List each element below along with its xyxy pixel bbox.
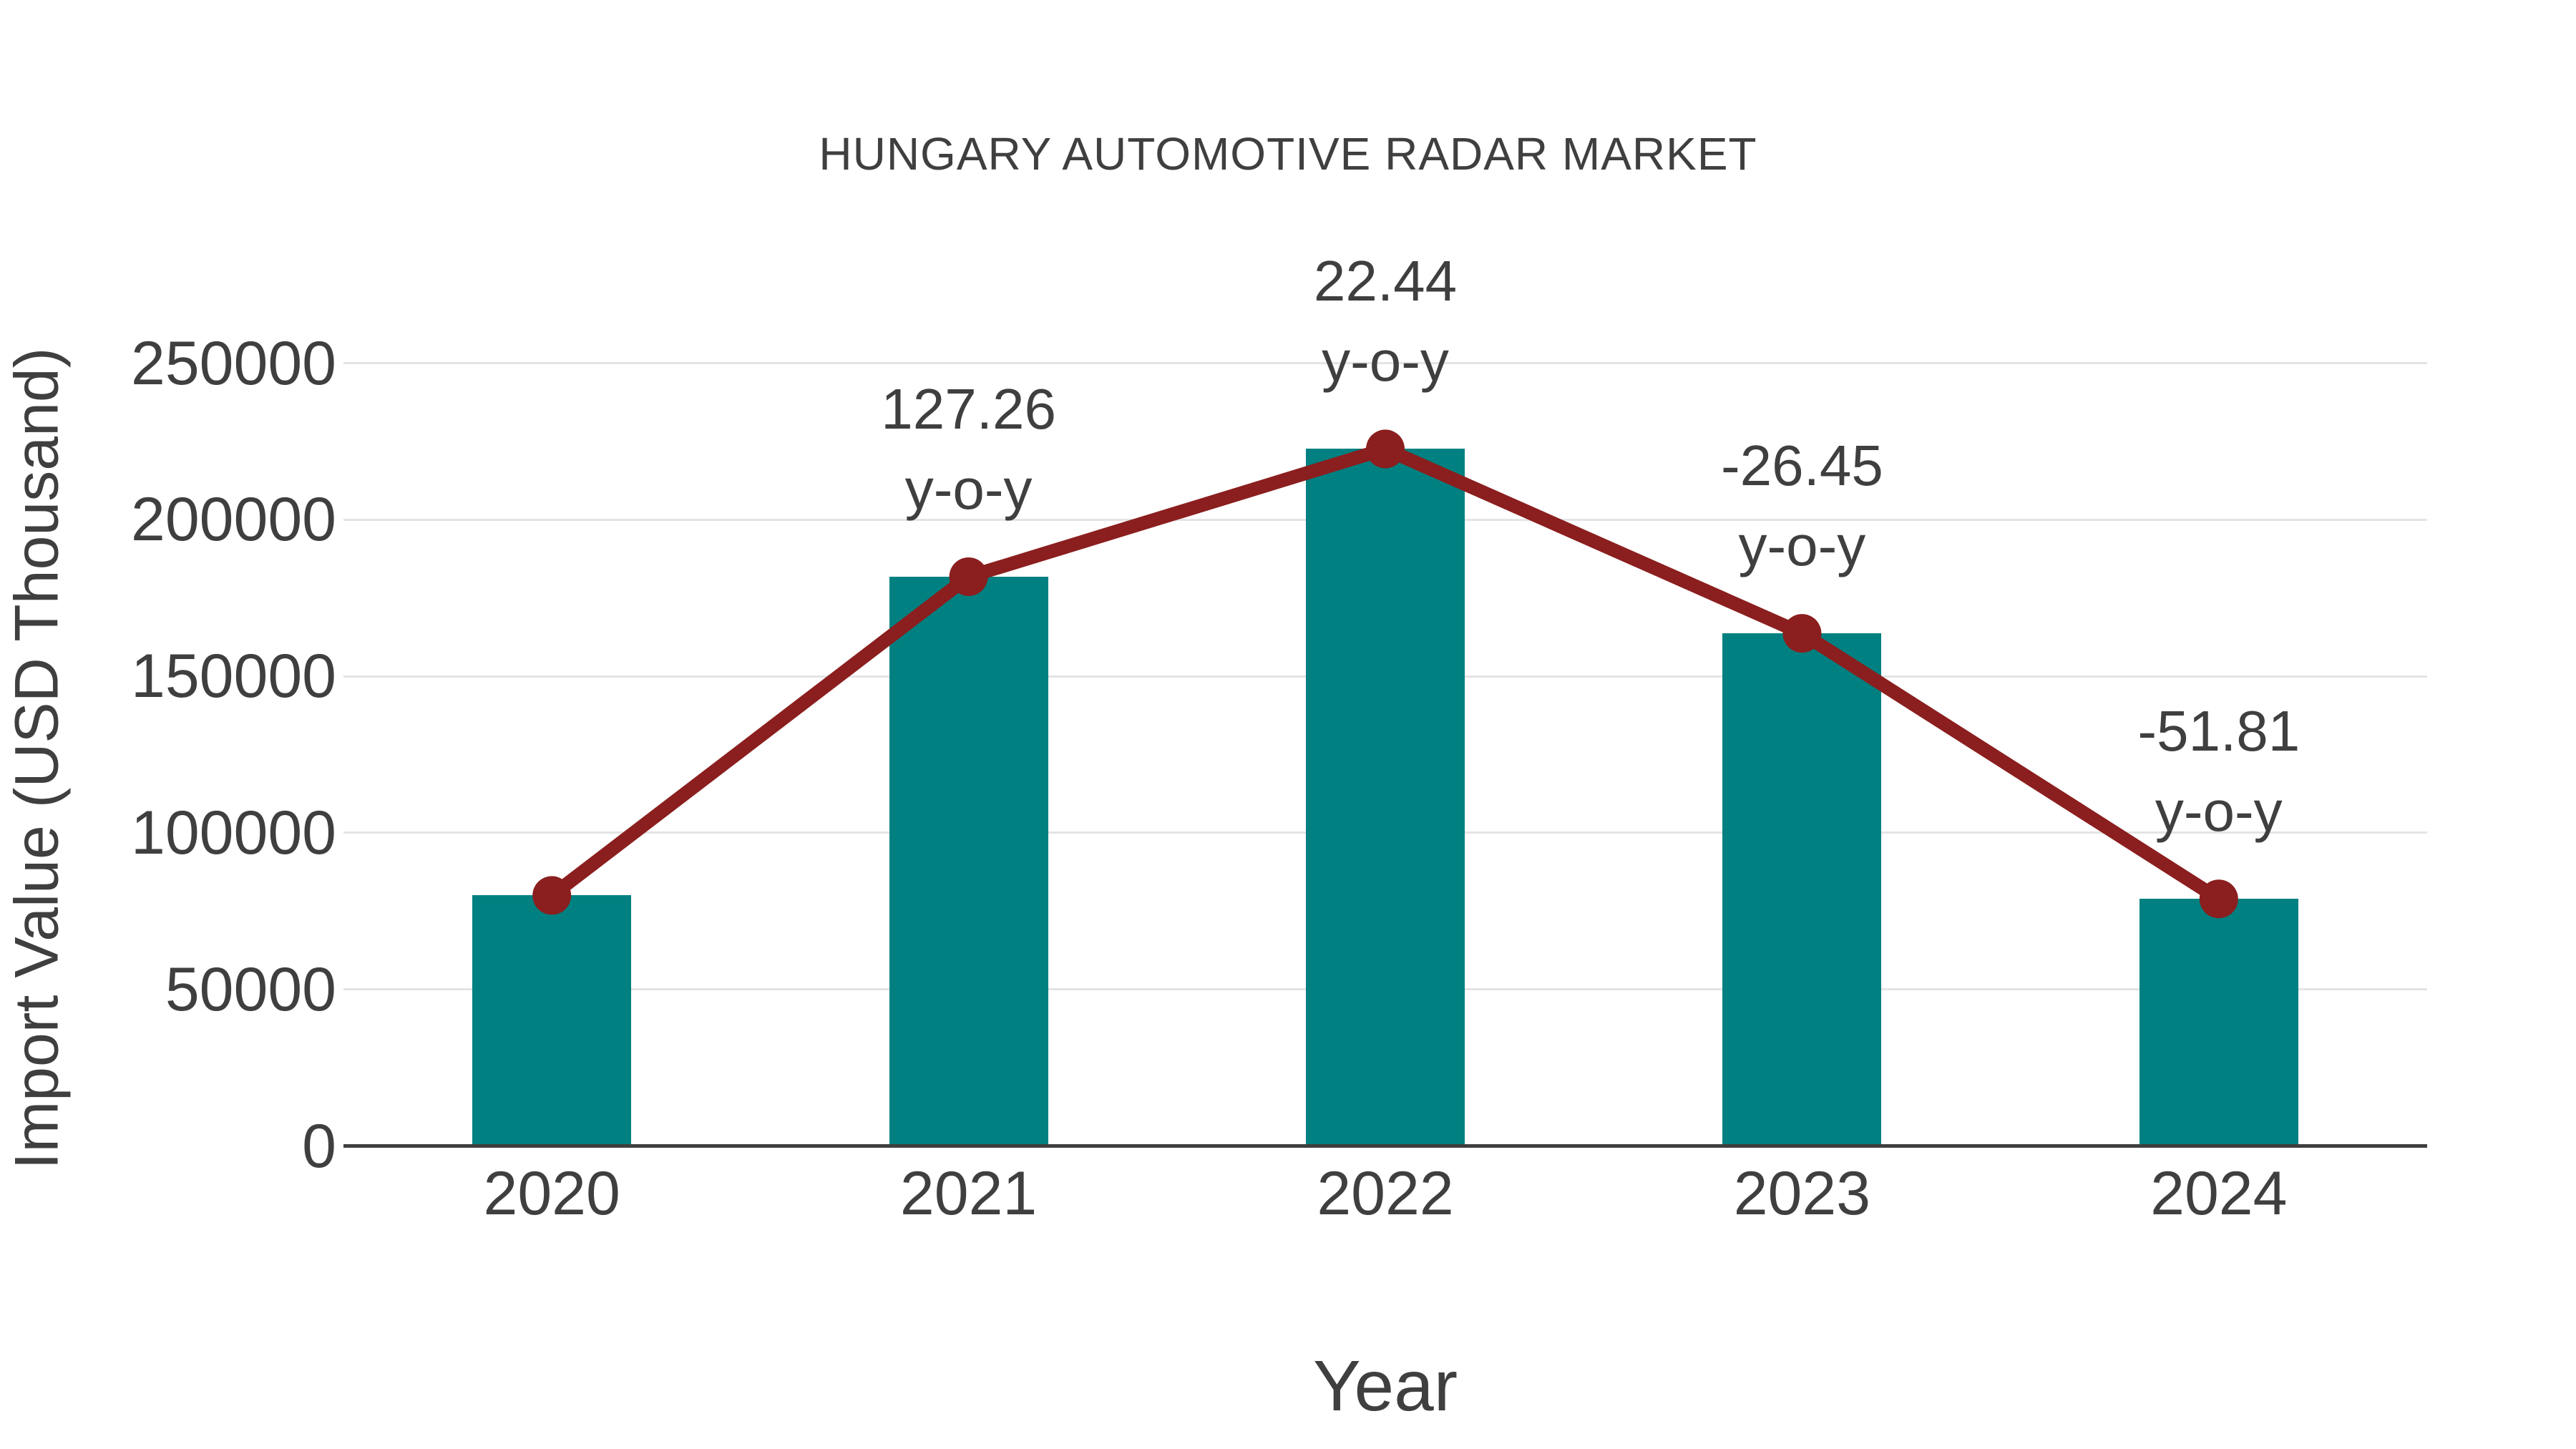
yoy-annotation-suffix: y-o-y xyxy=(2155,779,2283,844)
y-tick-label: 100000 xyxy=(131,798,336,867)
yoy-annotation: -26.45 y-o-y xyxy=(1580,426,2024,586)
bar xyxy=(2139,899,2298,1146)
bar xyxy=(889,576,1048,1146)
yoy-annotation-suffix: y-o-y xyxy=(1322,329,1449,394)
data-point-marker xyxy=(1782,614,1822,653)
data-point-marker xyxy=(532,876,572,915)
y-tick-label: 0 xyxy=(302,1111,336,1181)
y-tick-label: 250000 xyxy=(131,328,336,398)
yoy-annotation-suffix: y-o-y xyxy=(904,457,1033,521)
yoy-annotation-value: -51.81 xyxy=(2137,699,2301,763)
bar xyxy=(1722,633,1882,1146)
data-point-marker xyxy=(1366,429,1405,469)
yoy-annotation: 127.26 y-o-y xyxy=(747,369,1191,530)
data-point-marker xyxy=(2199,879,2238,919)
bar xyxy=(472,895,632,1146)
yoy-annotation: 22.44 y-o-y xyxy=(1163,241,1607,401)
data-point-marker xyxy=(949,557,988,596)
yoy-annotation-suffix: y-o-y xyxy=(1738,514,1866,578)
yoy-annotation: -51.81 y-o-y xyxy=(1997,691,2441,852)
y-tick-label: 150000 xyxy=(131,642,336,711)
x-tick-label: 2023 xyxy=(1733,1159,1871,1228)
y-tick-label: 200000 xyxy=(131,485,336,555)
x-axis-line xyxy=(343,1144,2427,1148)
x-axis-title: Year xyxy=(1312,1346,1458,1426)
yoy-annotation-value: 22.44 xyxy=(1313,249,1458,313)
x-tick-label: 2024 xyxy=(2150,1159,2288,1228)
y-tick-label: 50000 xyxy=(165,955,336,1024)
x-tick-label: 2022 xyxy=(1317,1159,1454,1228)
yoy-annotation-value: 127.26 xyxy=(881,376,1056,441)
yoy-annotation-value: -26.45 xyxy=(1720,434,1883,498)
gridline xyxy=(343,362,2427,364)
x-tick-label: 2021 xyxy=(899,1159,1038,1228)
bar xyxy=(1306,449,1465,1146)
chart-title: HUNGARY AUTOMOTIVE RADAR MARKET xyxy=(819,128,1757,180)
x-tick-label: 2020 xyxy=(483,1159,620,1228)
